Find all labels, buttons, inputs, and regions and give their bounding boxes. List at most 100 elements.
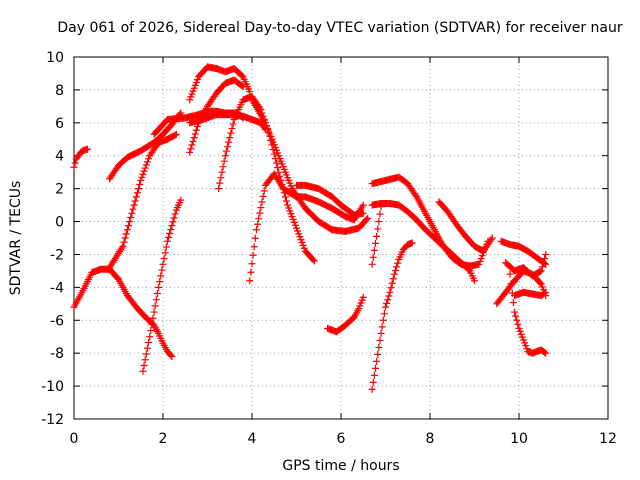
data-point <box>168 222 176 230</box>
data-point <box>217 174 225 182</box>
series-t16 <box>368 203 385 268</box>
data-point <box>141 164 149 172</box>
data-point <box>248 260 256 268</box>
series-t2 <box>70 265 176 360</box>
data-point <box>229 120 237 128</box>
data-point <box>218 168 226 176</box>
data-point <box>363 215 371 223</box>
data-point <box>256 209 264 217</box>
data-point <box>259 192 267 200</box>
data-point <box>131 197 139 205</box>
x-tick-label: 2 <box>159 431 168 447</box>
data-point <box>392 266 400 274</box>
data-points <box>70 63 550 393</box>
data-point <box>258 198 266 206</box>
data-point <box>385 292 393 300</box>
data-point <box>170 214 178 222</box>
series-t4 <box>106 130 180 272</box>
data-point <box>368 385 376 393</box>
data-point <box>541 255 549 263</box>
data-point <box>163 237 171 245</box>
data-point <box>255 215 263 223</box>
data-point <box>542 288 550 296</box>
data-point <box>70 163 78 171</box>
data-point <box>488 234 496 242</box>
data-point <box>169 218 177 226</box>
data-point <box>149 314 157 322</box>
data-point <box>370 246 378 254</box>
data-point <box>393 263 401 271</box>
data-point <box>252 226 260 234</box>
data-point <box>471 277 478 285</box>
y-tick-label: 4 <box>55 149 64 165</box>
data-point <box>508 289 516 297</box>
series-t5 <box>139 196 185 375</box>
data-point <box>509 299 517 307</box>
data-point <box>368 260 376 268</box>
data-point <box>249 251 257 259</box>
series-t19 <box>435 198 496 255</box>
data-point <box>388 279 396 287</box>
data-point <box>192 126 200 134</box>
data-point <box>168 352 176 360</box>
data-point <box>364 214 372 222</box>
data-point <box>188 141 196 149</box>
data-point <box>310 257 318 265</box>
data-point <box>157 272 165 280</box>
data-point <box>160 255 168 263</box>
data-point <box>140 362 148 370</box>
series-t8 <box>186 63 254 104</box>
x-tick-label: 12 <box>599 431 617 447</box>
data-point <box>254 220 262 228</box>
series-t13 <box>293 181 367 219</box>
x-tick-label: 8 <box>426 431 435 447</box>
data-point <box>376 210 384 218</box>
series-t3 <box>106 109 185 183</box>
x-tick-label: 0 <box>70 431 79 447</box>
data-point <box>542 250 550 258</box>
data-point <box>408 239 416 247</box>
data-point <box>215 185 223 193</box>
y-tick-labels: -12 -10 -8 -6 -4 -2 0 2 4 6 8 10 <box>41 50 64 428</box>
data-point <box>145 155 153 163</box>
data-point <box>135 185 143 193</box>
data-point <box>373 357 381 365</box>
data-point <box>83 145 91 153</box>
series-t1 <box>70 145 91 171</box>
data-point <box>143 158 151 166</box>
data-point <box>374 350 382 358</box>
data-point <box>143 344 151 352</box>
data-point <box>167 226 175 234</box>
data-point <box>282 197 290 205</box>
data-point <box>151 302 159 310</box>
data-point <box>221 152 229 160</box>
data-point <box>224 143 232 151</box>
data-point <box>506 270 514 278</box>
data-point <box>147 327 155 335</box>
data-point <box>377 329 385 337</box>
data-point <box>380 310 388 318</box>
series-t12 <box>248 96 372 235</box>
data-point <box>272 159 280 167</box>
data-point <box>247 268 255 276</box>
data-point <box>250 243 258 251</box>
data-point <box>121 234 129 242</box>
data-point <box>507 280 515 288</box>
data-point <box>153 290 161 298</box>
data-point <box>146 333 154 341</box>
data-point <box>126 218 134 226</box>
y-tick-label: -2 <box>50 247 64 263</box>
data-point <box>225 138 233 146</box>
x-tick-label: 6 <box>337 431 346 447</box>
data-point <box>228 125 236 133</box>
data-point <box>541 348 549 356</box>
data-point <box>155 283 163 291</box>
data-point <box>359 209 367 217</box>
data-point <box>158 266 166 274</box>
data-point <box>171 131 179 139</box>
y-tick-label: 8 <box>55 83 64 99</box>
data-point <box>390 270 398 278</box>
data-point <box>189 137 197 145</box>
series-t23 <box>506 270 550 357</box>
